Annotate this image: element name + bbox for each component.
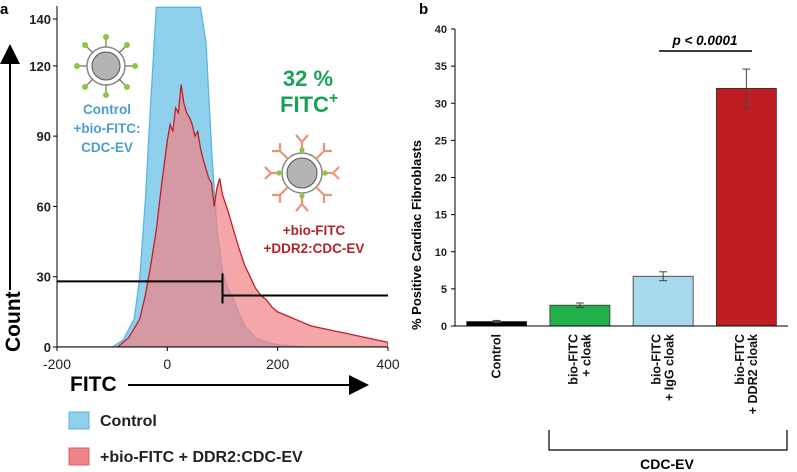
bar-y-tick-label: 15 [435,210,447,222]
bar-y-tick-label: 40 [435,24,447,36]
category-label: Control [490,334,504,378]
control-annotation-line: CDC-EV [81,140,133,155]
legend-swatch-ddr2 [68,447,90,466]
histogram-series-ddr2 [57,84,388,347]
panel-b-label: b [419,1,428,18]
histogram-plot [57,6,388,347]
x-tick-label: 200 [266,356,290,372]
bar-y-tick-label: 35 [435,61,447,73]
category-label-line: + IgG cloak [663,334,677,401]
category-label: bio-FITC+ cloak [566,334,593,385]
y-tick-label: 0 [44,340,51,355]
bar-y-axis-label: % Positive Cardiac Fibroblasts [409,140,424,330]
y-tick-label: 90 [37,129,51,144]
category-label: bio-FITC+ DDR2 cloak [733,334,760,414]
percent-value: 32 % [283,66,333,91]
bar-y-tick-label: 5 [441,284,447,296]
legend-swatch-control [68,411,90,430]
y-tick-label: 120 [29,59,51,74]
bar-y-tick-label: 25 [435,135,447,147]
ev-particle-icon [74,34,138,98]
ddr2-annotation-line: +bio-FITC [283,223,346,238]
fitc-positive-label: FITC+ [280,90,338,117]
category-label-line: + DDR2 cloak [746,334,760,414]
category-label-line: bio-FITC [566,334,580,385]
histogram-legend: Control +bio-FITC + DDR2:CDC-EV [68,411,303,466]
x-tick-label: -200 [43,356,71,372]
bar [549,304,611,327]
ddr2-annotation: +bio-FITC +DDR2:CDC-EV [264,223,365,256]
category-label-line: bio-FITC [733,334,747,385]
y-tick-label: 30 [37,270,51,285]
category-label: bio-FITC+ IgG cloak [650,334,677,401]
x-tick-label: 0 [163,356,171,372]
percent-annotation: 32 % FITC+ [280,66,338,117]
ddr2-annotation-line: +DDR2:CDC-EV [264,241,365,256]
fitc-label: FITC [280,92,329,117]
category-label-line: + cloak [579,334,593,377]
y-axis-label: Count [2,291,25,352]
category-label-line: bio-FITC [650,334,664,385]
panel-a-label: a [0,1,9,18]
fitc-superscript: + [329,90,338,107]
x-tick-label: 400 [376,356,400,372]
bar-chart: Control bio-FITC+ cloak bio-FITC+ IgG cloa… [466,68,777,414]
category-label-line: Control [490,334,504,378]
bar-y-tick-label: 0 [441,321,447,333]
legend-label-ddr2: +bio-FITC + DDR2:CDC-EV [100,449,303,466]
ev-ddr2-particle-icon [264,134,340,212]
control-annotation: Control +bio-FITC: CDC-EV [73,102,140,155]
bar-y-tick-label: 30 [435,98,447,110]
group-bracket [548,430,788,451]
group-label: CDC-EV [640,456,694,472]
bar [632,275,694,327]
bar-y-tick-label: 10 [435,247,447,259]
significance-label: p < 0.0001 [672,33,738,48]
control-annotation-line: +bio-FITC: [73,121,140,136]
bar-y-tick-label: 20 [435,173,447,185]
legend-label-control: Control [100,413,157,430]
y-tick-label: 60 [37,199,51,214]
bar [715,88,777,327]
bar-chart-ticks: 0 5 10 15 20 25 30 35 40 [435,24,455,333]
y-tick-label: 140 [29,12,51,27]
x-axis-label: FITC [70,373,117,396]
control-annotation-line: Control [83,102,131,117]
